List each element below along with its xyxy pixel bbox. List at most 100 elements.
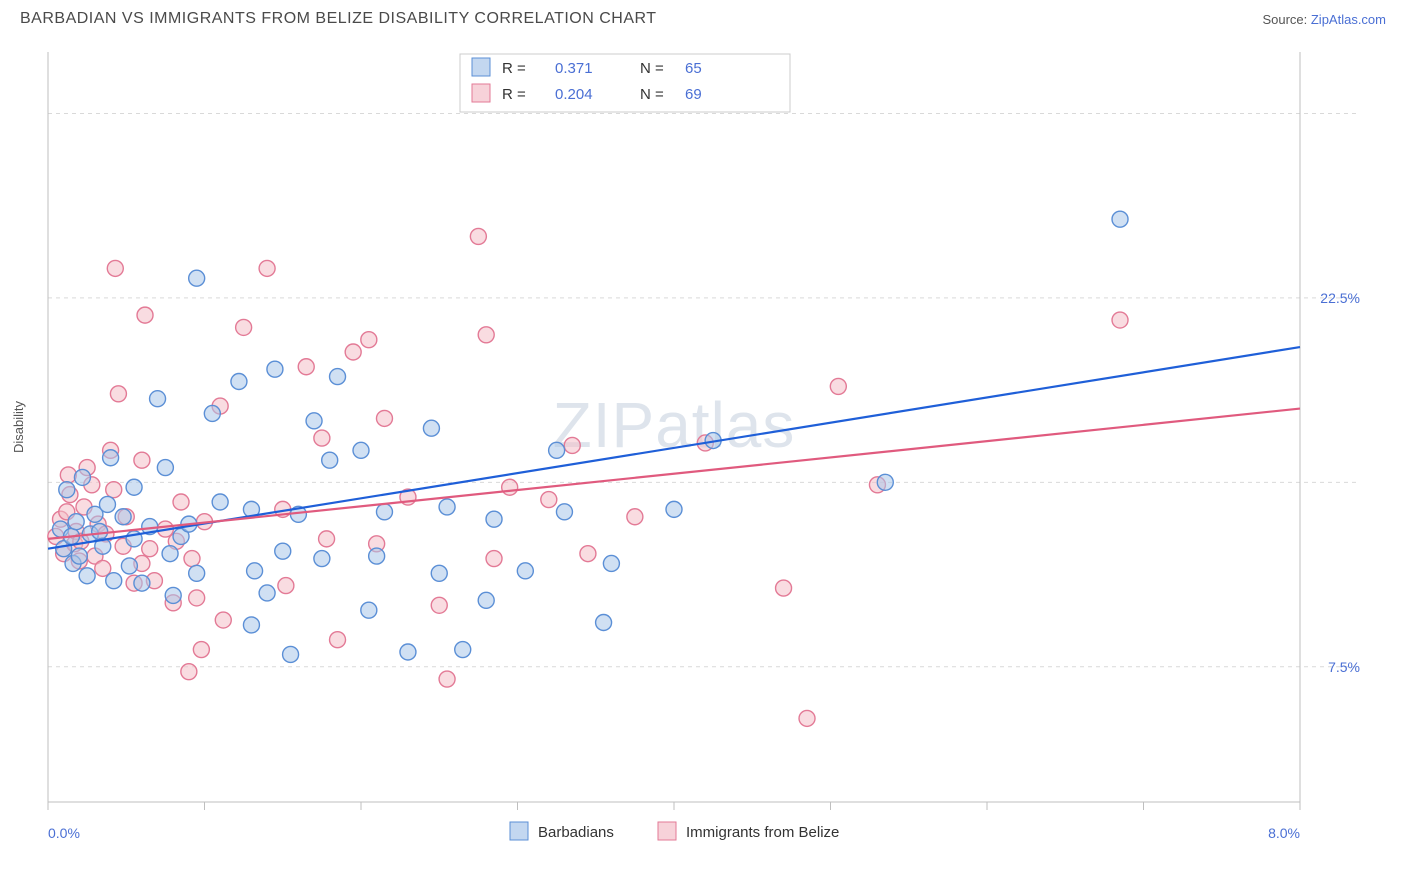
legend-n-value: 69 [685, 86, 702, 103]
data-point [126, 479, 142, 495]
legend-n-label: N = [640, 86, 664, 103]
legend-r-value: 0.371 [555, 60, 593, 77]
data-point [150, 391, 166, 407]
data-point [134, 575, 150, 591]
data-point [541, 492, 557, 508]
data-point [423, 420, 439, 436]
data-point [627, 509, 643, 525]
data-point [189, 270, 205, 286]
data-point [184, 551, 200, 567]
bottom-legend-swatch [510, 822, 528, 840]
data-point [1112, 211, 1128, 227]
source-prefix: Source: [1262, 12, 1310, 27]
data-point [400, 644, 416, 660]
data-point [431, 597, 447, 613]
data-point [486, 551, 502, 567]
data-point [455, 642, 471, 658]
data-point [345, 344, 361, 360]
data-point [74, 469, 90, 485]
data-point [92, 524, 108, 540]
data-point [236, 319, 252, 335]
legend-n-value: 65 [685, 60, 702, 77]
data-point [231, 374, 247, 390]
data-point [121, 558, 137, 574]
data-point [478, 592, 494, 608]
data-point [173, 494, 189, 510]
data-point [330, 369, 346, 385]
data-point [107, 260, 123, 276]
data-point [556, 504, 572, 520]
data-point [134, 452, 150, 468]
data-point [212, 494, 228, 510]
data-point [486, 511, 502, 527]
source-attribution: Source: ZipAtlas.com [1262, 12, 1386, 27]
legend-swatch [472, 84, 490, 102]
legend-r-label: R = [502, 86, 526, 103]
source-link[interactable]: ZipAtlas.com [1311, 12, 1386, 27]
chart-container: 0.0% 8.0% 7.5% 22.5% Disability ZIPatlas R = 0.… [0, 32, 1406, 872]
y-tick-label: 7.5% [1328, 659, 1360, 675]
data-point [59, 482, 75, 498]
data-point [103, 450, 119, 466]
data-point [877, 474, 893, 490]
data-point [549, 442, 565, 458]
data-point [181, 664, 197, 680]
data-point [330, 632, 346, 648]
data-point [142, 541, 158, 557]
data-point [1112, 312, 1128, 328]
data-point [830, 378, 846, 394]
bottom-legend-swatch [658, 822, 676, 840]
chart-title: BARBADIAN VS IMMIGRANTS FROM BELIZE DISA… [20, 10, 657, 28]
data-point [306, 413, 322, 429]
data-point [275, 543, 291, 559]
x-tick-label: 8.0% [1268, 825, 1300, 841]
chart-header: BARBADIAN VS IMMIGRANTS FROM BELIZE DISA… [0, 0, 1406, 32]
data-point [322, 452, 338, 468]
data-point [478, 327, 494, 343]
data-point [596, 614, 612, 630]
data-point [283, 646, 299, 662]
data-point [517, 563, 533, 579]
data-point [106, 482, 122, 498]
data-point [267, 361, 283, 377]
data-point [361, 332, 377, 348]
data-point [137, 307, 153, 323]
data-point [564, 437, 580, 453]
data-point [79, 568, 95, 584]
data-point [431, 565, 447, 581]
data-point [799, 710, 815, 726]
data-point [189, 565, 205, 581]
bottom-legend-label: Barbadians [538, 824, 614, 841]
data-point [376, 410, 392, 426]
legend-n-label: N = [640, 60, 664, 77]
x-tick-label: 0.0% [48, 825, 80, 841]
data-point [189, 590, 205, 606]
data-point [99, 496, 115, 512]
data-point [204, 405, 220, 421]
data-point [157, 460, 173, 476]
data-point [603, 555, 619, 571]
data-point [243, 617, 259, 633]
y-axis-title: Disability [11, 400, 26, 453]
data-point [115, 509, 131, 525]
data-point [259, 260, 275, 276]
legend-r-value: 0.204 [555, 86, 593, 103]
data-point [314, 430, 330, 446]
data-point [470, 228, 486, 244]
data-point [278, 578, 294, 594]
data-point [165, 587, 181, 603]
data-point [319, 531, 335, 547]
y-tick-label: 22.5% [1320, 290, 1360, 306]
watermark: ZIPatlas [553, 389, 796, 461]
data-point [666, 501, 682, 517]
legend-swatch [472, 58, 490, 76]
data-point [71, 548, 87, 564]
data-point [439, 499, 455, 515]
data-point [376, 504, 392, 520]
data-point [439, 671, 455, 687]
data-point [247, 563, 263, 579]
data-point [776, 580, 792, 596]
data-point [60, 467, 76, 483]
data-point [110, 386, 126, 402]
data-point [361, 602, 377, 618]
